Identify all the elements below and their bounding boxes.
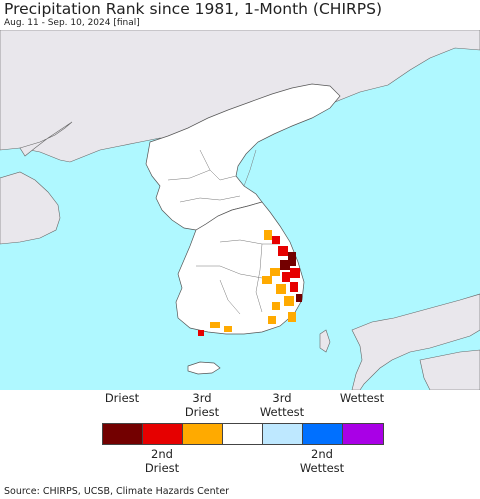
precipitation-map — [0, 30, 480, 390]
tsushima-island — [319, 329, 331, 353]
legend-swatch-driest — [103, 424, 143, 444]
legend-label-2nd-wettest: 2nd Wettest — [299, 447, 345, 475]
north-korea — [145, 83, 341, 231]
province-borders — [167, 149, 280, 315]
legend-swatch-2nd-driest — [143, 424, 183, 444]
legend-label-2nd-driest: 2nd Driest — [144, 447, 180, 475]
liaodong-land — [19, 121, 73, 157]
legend-color-bar — [102, 423, 384, 445]
legend-label-driest: Driest — [104, 391, 140, 405]
legend-swatch-wettest — [343, 424, 383, 444]
legend-label-wettest: Wettest — [339, 391, 385, 405]
china-west-land — [0, 171, 61, 245]
legend-swatch-normal — [223, 424, 263, 444]
legend-label-3rd-driest: 3rd Driest — [184, 391, 220, 419]
legend-swatch-3rd-wettest — [263, 424, 303, 444]
japan-land — [351, 293, 480, 390]
legend-swatch-3rd-driest — [183, 424, 223, 444]
legend-label-3rd-wettest: 3rd Wettest — [259, 391, 305, 419]
rank-pixels — [198, 230, 302, 336]
jeju-island — [187, 361, 221, 375]
map-title: Precipitation Rank since 1981, 1-Month (… — [4, 0, 383, 18]
japan-south-land — [419, 349, 480, 390]
legend-swatch-2nd-wettest — [303, 424, 343, 444]
map-subtitle: Aug. 11 - Sep. 10, 2024 [final] — [4, 18, 140, 28]
source-credit: Source: CHIRPS, UCSB, Climate Hazards Ce… — [4, 486, 230, 497]
